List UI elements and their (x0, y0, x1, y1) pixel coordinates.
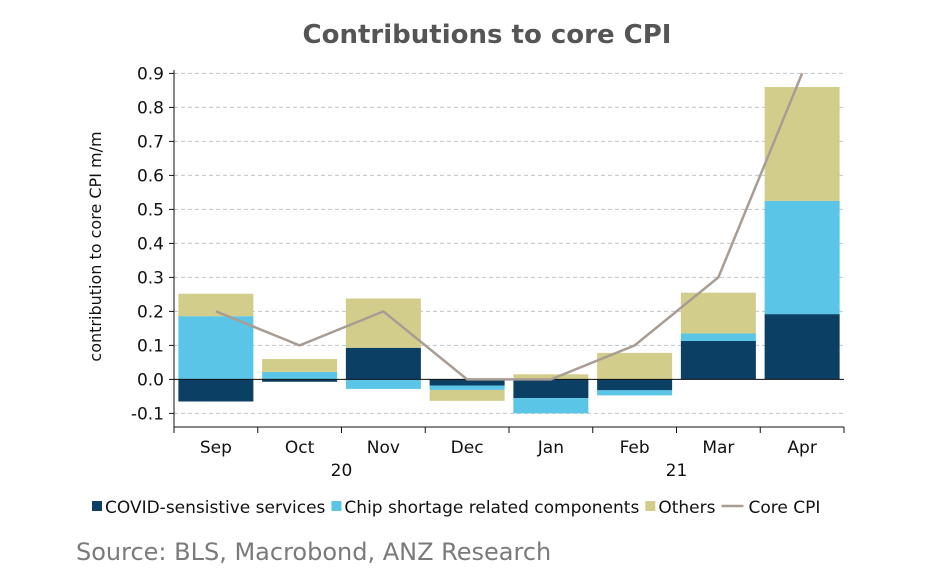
bar-segment (429, 379, 505, 386)
bar-segment (680, 340, 756, 380)
bar-segment (764, 200, 840, 315)
bar-segment (513, 374, 589, 380)
x-tick-label: Oct (285, 438, 315, 458)
legend-label: Chip shortage related components (344, 498, 639, 518)
legend-swatch (645, 501, 656, 511)
y-tick-label: 0.3 (137, 268, 164, 288)
bar-segment (680, 333, 756, 341)
legend-label: COVID-sensistive services (105, 498, 326, 518)
bar-segment (597, 352, 673, 380)
y-tick-label: 0.4 (137, 234, 164, 254)
x-tick-label: Feb (620, 438, 650, 458)
bar-segment (429, 385, 505, 390)
y-tick-label: 0.6 (137, 166, 164, 186)
y-tick-label: 0.7 (137, 132, 164, 152)
x-tick-label: Mar (702, 438, 734, 458)
year-label: 21 (666, 461, 688, 481)
y-tick-label: 0.9 (137, 64, 164, 84)
x-tick-label: Apr (787, 438, 816, 458)
legend-label: Core CPI (748, 498, 820, 518)
bar-segment (764, 87, 840, 201)
y-tick-label: 0.0 (137, 370, 164, 390)
bar-segment (513, 398, 589, 414)
bar-segment (178, 379, 254, 402)
bar-segment (597, 390, 673, 396)
x-tick-label: Dec (451, 438, 484, 458)
y-axis-label: contribution to core CPI m/m (86, 131, 105, 361)
bar-segment (262, 371, 338, 380)
bar-segment (513, 379, 589, 399)
year-label: 20 (331, 461, 353, 481)
bar-segment (262, 359, 338, 372)
bar-segment (178, 316, 254, 380)
y-tick-label: -0.1 (131, 404, 164, 424)
bar-segment (680, 292, 756, 334)
bar-segment (345, 298, 421, 348)
x-tick-label: Sep (200, 438, 232, 458)
bar-segment (262, 379, 338, 382)
bar-segment (429, 389, 505, 401)
bar-segment (345, 347, 421, 380)
legend-swatch (331, 501, 342, 511)
legend-swatch (92, 501, 102, 511)
y-tick-label: 0.8 (137, 98, 164, 118)
bar-segment (597, 379, 673, 391)
x-tick-label: Jan (537, 438, 564, 458)
y-tick-label: 0.2 (137, 302, 164, 322)
chart-title: Contributions to core CPI (303, 20, 672, 50)
x-tick-label: Nov (367, 438, 400, 458)
source-note: Source: BLS, Macrobond, ANZ Research (76, 538, 552, 566)
y-tick-label: 0.5 (137, 200, 164, 220)
y-tick-label: 0.1 (137, 336, 164, 356)
bar-segment (345, 379, 421, 389)
core-cpi-line (215, 72, 804, 381)
legend-label: Others (658, 498, 715, 518)
bar-segment (764, 314, 840, 380)
bar-segment (178, 293, 254, 317)
